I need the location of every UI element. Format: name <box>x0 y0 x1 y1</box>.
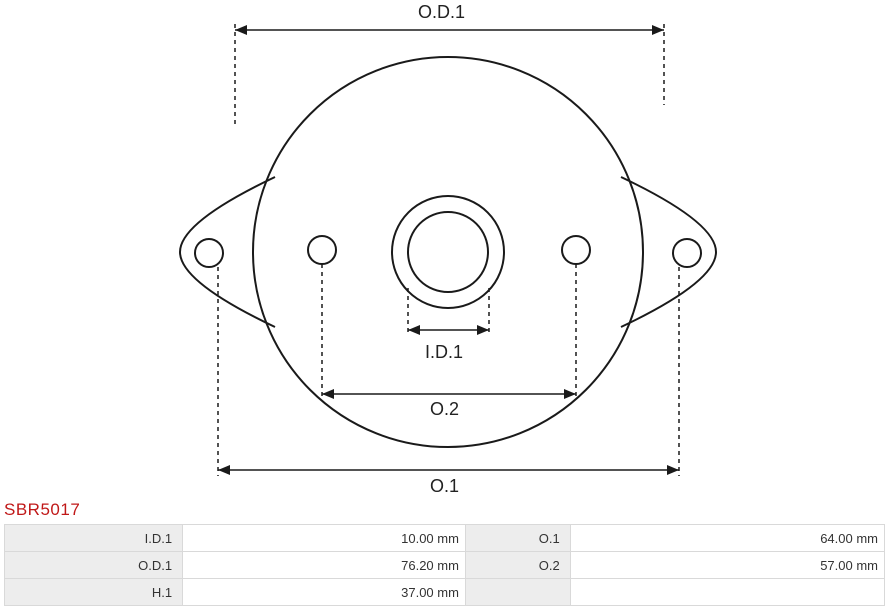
spec-value: 37.00 mm <box>183 579 466 606</box>
spec-label: O.D.1 <box>5 552 183 579</box>
svg-text:O.2: O.2 <box>430 399 459 419</box>
spec-table: I.D.110.00 mmO.164.00 mmO.D.176.20 mmO.2… <box>4 524 885 606</box>
spec-value: 10.00 mm <box>183 525 466 552</box>
table-row: O.D.176.20 mmO.257.00 mm <box>5 552 885 579</box>
svg-text:I.D.1: I.D.1 <box>425 342 463 362</box>
table-row: H.137.00 mm <box>5 579 885 606</box>
svg-text:O.D.1: O.D.1 <box>418 2 465 22</box>
table-row: I.D.110.00 mmO.164.00 mm <box>5 525 885 552</box>
part-number: SBR5017 <box>4 500 80 520</box>
spec-value: 57.00 mm <box>570 552 884 579</box>
svg-text:O.1: O.1 <box>430 476 459 496</box>
spec-label: I.D.1 <box>5 525 183 552</box>
spec-value: 64.00 mm <box>570 525 884 552</box>
spec-label <box>465 579 570 606</box>
spec-label: H.1 <box>5 579 183 606</box>
spec-label: O.1 <box>465 525 570 552</box>
spec-label: O.2 <box>465 552 570 579</box>
spec-value <box>570 579 884 606</box>
technical-diagram: O.D.1 I.D.1 O.2 O.1 <box>0 0 889 500</box>
spec-value: 76.20 mm <box>183 552 466 579</box>
